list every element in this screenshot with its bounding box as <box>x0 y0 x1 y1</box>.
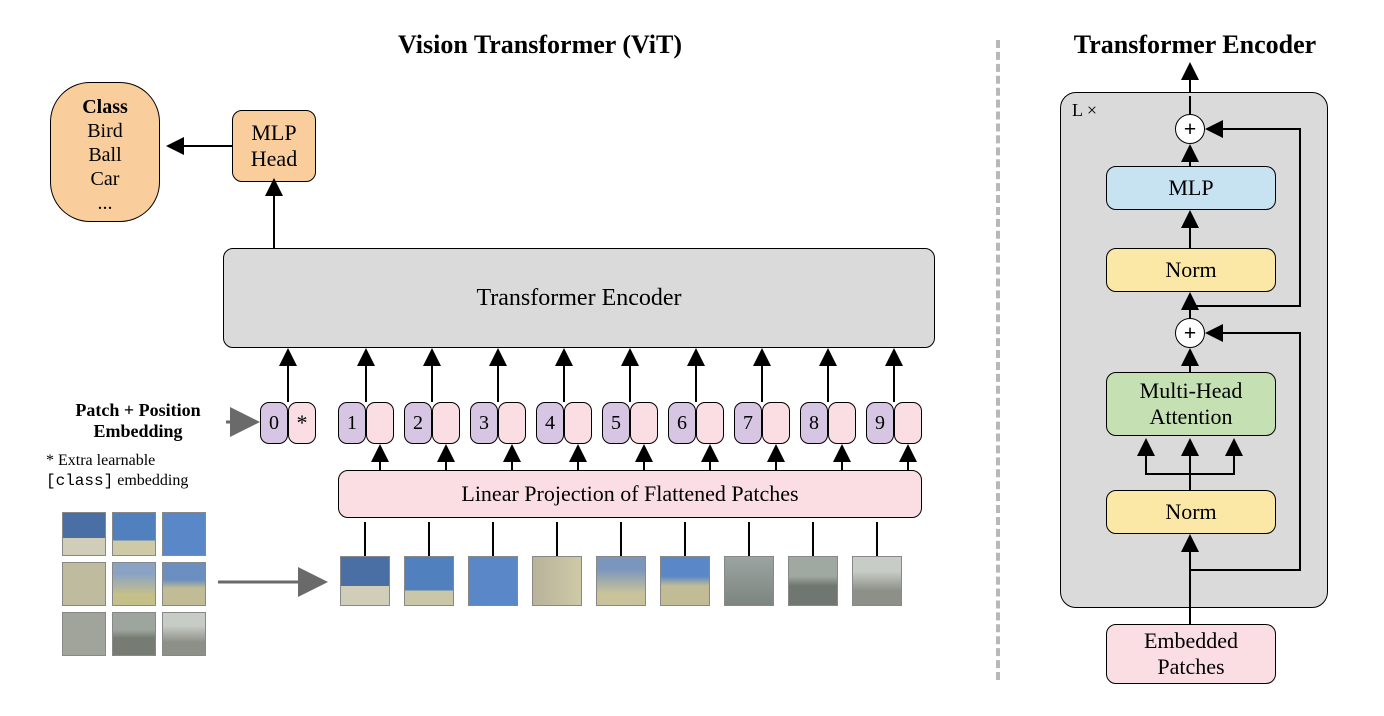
mlp-head-box: MLP Head <box>232 110 316 182</box>
patch-7 <box>724 556 774 606</box>
class-output-box: Class Bird Ball Car ... <box>50 82 160 222</box>
emb-token-4 <box>564 402 592 444</box>
pos-token-3: 3 <box>470 402 498 444</box>
class-item-0: Bird <box>87 119 123 143</box>
emb-token-5 <box>630 402 658 444</box>
grid-patch-1-0 <box>62 562 106 606</box>
patch-6 <box>660 556 710 606</box>
transformer-encoder-box: Transformer Encoder <box>223 248 935 348</box>
emb-token-8 <box>828 402 856 444</box>
grid-patch-0-0 <box>62 512 106 556</box>
grid-patch-0-1 <box>112 512 156 556</box>
grid-patch-2-2 <box>162 612 206 656</box>
extra-note-top: * Extra learnable <box>46 452 155 470</box>
pos-token-4: 4 <box>536 402 564 444</box>
patch-9 <box>852 556 902 606</box>
pos-token-0: 0 <box>260 402 288 444</box>
patch-1 <box>340 556 390 606</box>
class-item-1: Ball <box>88 143 121 167</box>
patch-5 <box>596 556 646 606</box>
extra-note-line2: [class] embedding <box>46 472 188 490</box>
emb-token-7 <box>762 402 790 444</box>
norm-block-top: Norm <box>1106 248 1276 292</box>
pos-token-7: 7 <box>734 402 762 444</box>
grid-patch-0-2 <box>162 512 206 556</box>
patch-8 <box>788 556 838 606</box>
emb-token-9 <box>894 402 922 444</box>
linear-projection-box: Linear Projection of Flattened Patches <box>338 470 922 518</box>
grid-patch-2-1 <box>112 612 156 656</box>
add-node-bottom: + <box>1175 318 1205 348</box>
patch-4 <box>532 556 582 606</box>
pos-token-2: 2 <box>404 402 432 444</box>
grid-patch-1-1 <box>112 562 156 606</box>
extra-note-suffix: embedding <box>113 472 188 489</box>
emb-token-2 <box>432 402 460 444</box>
pos-token-1: 1 <box>338 402 366 444</box>
mlp-block: MLP <box>1106 166 1276 210</box>
embedded-patches-block: Embedded Patches <box>1106 624 1276 684</box>
emb-token-6 <box>696 402 724 444</box>
pos-token-6: 6 <box>668 402 696 444</box>
grid-patch-1-2 <box>162 562 206 606</box>
class-header: Class <box>82 95 128 119</box>
patch-2 <box>404 556 454 606</box>
cls-token: * <box>288 402 316 444</box>
emb-token-1 <box>366 402 394 444</box>
add-node-top: + <box>1175 114 1205 144</box>
emb-token-3 <box>498 402 526 444</box>
extra-note-bottom: [class] <box>46 472 113 490</box>
pos-token-9: 9 <box>866 402 894 444</box>
patch-3 <box>468 556 518 606</box>
pos-embed-label: Patch + Position Embedding <box>38 400 238 442</box>
norm-block-bottom: Norm <box>1106 490 1276 534</box>
vertical-divider <box>996 40 1000 680</box>
pos-token-8: 8 <box>800 402 828 444</box>
class-item-3: ... <box>98 191 113 215</box>
class-item-2: Car <box>91 167 120 191</box>
left-title: Vision Transformer (ViT) <box>300 30 780 60</box>
grid-patch-2-0 <box>62 612 106 656</box>
mha-block: Multi-Head Attention <box>1106 372 1276 436</box>
pos-token-5: 5 <box>602 402 630 444</box>
right-title: Transformer Encoder <box>1040 30 1350 60</box>
layer-count-label: L × <box>1072 100 1097 121</box>
